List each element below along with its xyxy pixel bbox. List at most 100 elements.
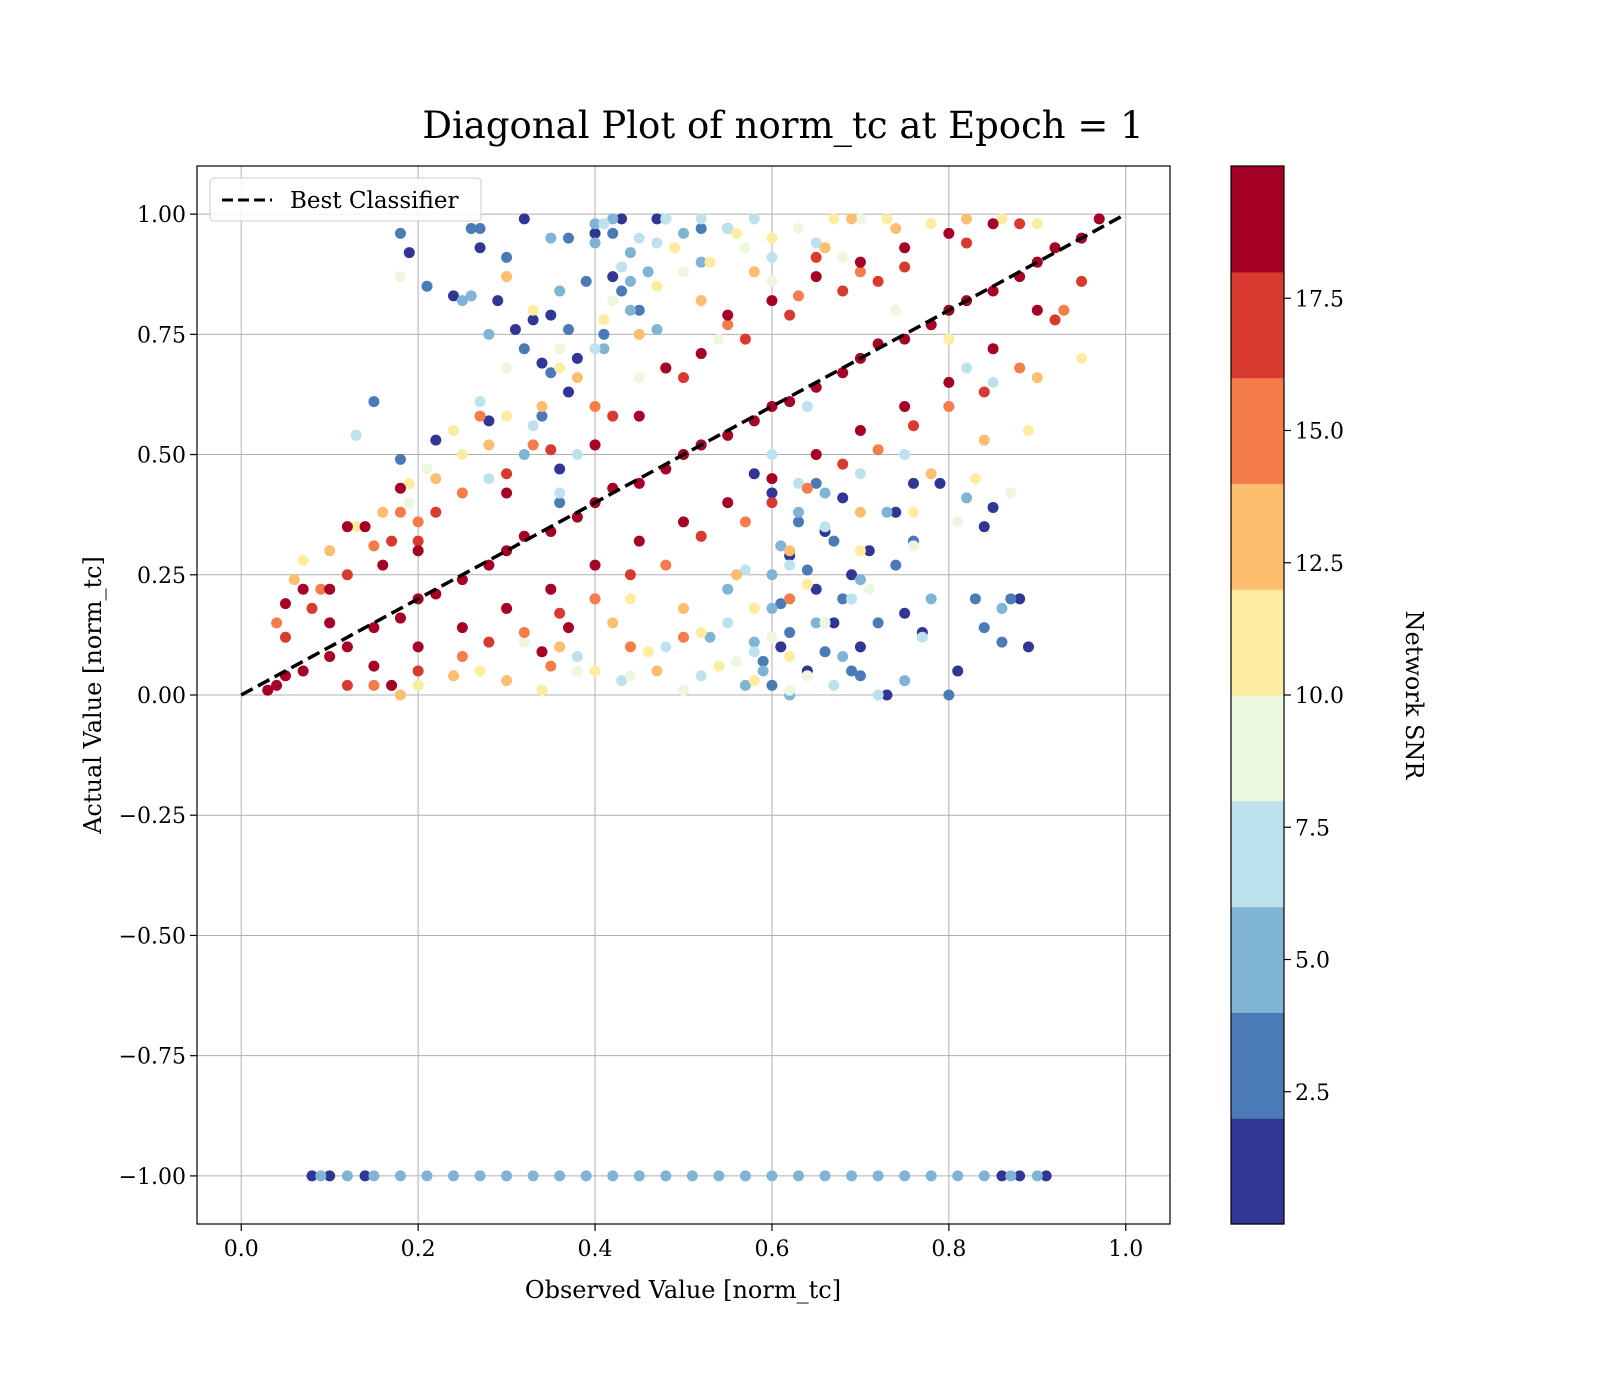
data-point [766, 275, 778, 287]
data-point [501, 487, 513, 499]
data-point [669, 242, 681, 254]
data-point [412, 665, 424, 677]
data-point [810, 583, 822, 595]
data-point [279, 631, 291, 643]
data-point [766, 251, 778, 263]
data-point [315, 1170, 327, 1182]
data-point [448, 425, 460, 436]
y-tick-label: 1.00 [137, 203, 186, 228]
data-point [757, 655, 769, 667]
y-tick-label: −0.50 [119, 924, 186, 949]
data-point [368, 622, 380, 634]
chart-title: Diagonal Plot of norm_tc at Epoch = 1 [422, 104, 1143, 148]
data-point [324, 617, 336, 629]
data-point [766, 487, 778, 499]
colorbar-segment [1231, 1012, 1284, 1119]
data-point [784, 651, 796, 663]
data-points [262, 213, 1105, 1182]
data-point [731, 655, 743, 667]
data-point [474, 242, 486, 254]
data-point [571, 665, 583, 677]
data-point [996, 1170, 1008, 1182]
data-point [412, 679, 424, 691]
data-point [837, 251, 849, 263]
y-tick-label: 0.00 [137, 684, 186, 709]
data-point [607, 617, 619, 629]
colorbar-tick-label: 12.5 [1295, 552, 1344, 577]
colorbar-tick-label: 15.0 [1295, 420, 1344, 445]
data-point [1014, 593, 1026, 605]
data-point [536, 684, 548, 696]
data-point [766, 631, 778, 643]
data-point [1014, 1170, 1026, 1182]
data-point [1031, 1170, 1043, 1182]
data-point [624, 670, 636, 682]
data-point [961, 362, 973, 374]
data-point [731, 569, 743, 581]
data-point [651, 665, 663, 677]
data-point [784, 545, 796, 557]
data-point [554, 1170, 566, 1182]
data-point [766, 449, 778, 461]
legend-box [209, 177, 482, 222]
data-point [748, 602, 760, 614]
data-point [651, 324, 663, 336]
data-point [846, 213, 858, 225]
data-point [704, 631, 716, 643]
data-point [961, 492, 973, 504]
data-point [589, 593, 601, 605]
data-point [872, 1170, 884, 1182]
data-point [545, 583, 557, 595]
data-point [607, 213, 619, 225]
data-point [837, 367, 849, 379]
data-point [545, 309, 557, 321]
data-point [341, 641, 353, 653]
data-point [695, 213, 707, 225]
data-point [739, 333, 751, 345]
data-point [766, 497, 778, 509]
data-point [784, 309, 796, 321]
data-point [748, 675, 760, 687]
data-point [925, 218, 937, 230]
data-point [713, 660, 725, 672]
data-point [527, 439, 539, 451]
data-point [616, 675, 628, 687]
data-point [695, 626, 707, 638]
data-point [589, 665, 601, 677]
data-point [642, 646, 654, 658]
data-point [350, 521, 362, 533]
data-point [775, 641, 787, 653]
data-point [598, 218, 610, 230]
data-point [554, 285, 566, 297]
data-point [775, 598, 787, 610]
data-point [607, 271, 619, 283]
data-point [766, 569, 778, 581]
data-point [890, 304, 902, 316]
data-point [518, 449, 530, 461]
data-point [580, 1170, 592, 1182]
data-point [695, 256, 707, 268]
data-point [978, 1170, 990, 1182]
data-point [819, 487, 831, 499]
data-point [403, 497, 415, 509]
data-point [810, 449, 822, 461]
data-point [448, 1170, 460, 1182]
data-point [589, 439, 601, 451]
data-point [1040, 1170, 1052, 1182]
data-point [598, 314, 610, 326]
data-point [394, 227, 406, 239]
colorbar-tick-label: 5.0 [1295, 949, 1330, 974]
data-point [837, 593, 849, 605]
data-point [545, 660, 557, 672]
data-point [810, 251, 822, 263]
data-point [421, 280, 433, 292]
legend-label: Best Classifier [290, 188, 458, 214]
data-point [633, 304, 645, 316]
data-point [695, 530, 707, 542]
data-point [952, 516, 964, 528]
data-point [899, 400, 911, 412]
data-point [527, 420, 539, 432]
data-point [1014, 218, 1026, 230]
data-point [686, 1170, 698, 1182]
data-point [961, 213, 973, 225]
